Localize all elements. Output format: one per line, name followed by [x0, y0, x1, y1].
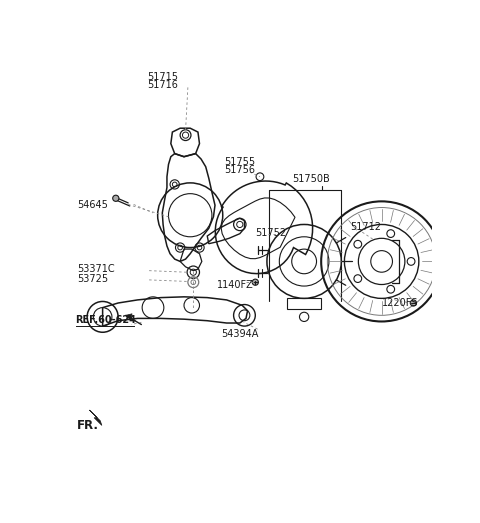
Text: 51715: 51715 — [147, 72, 179, 82]
Text: 51716: 51716 — [148, 81, 179, 90]
Text: 54645: 54645 — [77, 200, 108, 210]
Text: 53371C: 53371C — [77, 265, 115, 275]
Circle shape — [252, 279, 258, 285]
Circle shape — [410, 300, 417, 306]
Text: 51750B: 51750B — [292, 174, 330, 185]
Text: 1220FS: 1220FS — [382, 299, 418, 309]
Text: REF.60-624: REF.60-624 — [75, 315, 136, 325]
Polygon shape — [126, 314, 132, 320]
Text: 51756: 51756 — [224, 165, 255, 175]
Text: 1140FZ: 1140FZ — [216, 280, 253, 290]
Text: 54394A: 54394A — [221, 329, 259, 339]
Polygon shape — [89, 410, 102, 425]
Text: 51755: 51755 — [224, 157, 255, 167]
Text: 51712: 51712 — [350, 222, 382, 232]
Circle shape — [113, 195, 119, 201]
Text: FR.: FR. — [77, 419, 99, 433]
Text: 51752: 51752 — [255, 229, 287, 238]
Text: 53725: 53725 — [77, 274, 108, 284]
